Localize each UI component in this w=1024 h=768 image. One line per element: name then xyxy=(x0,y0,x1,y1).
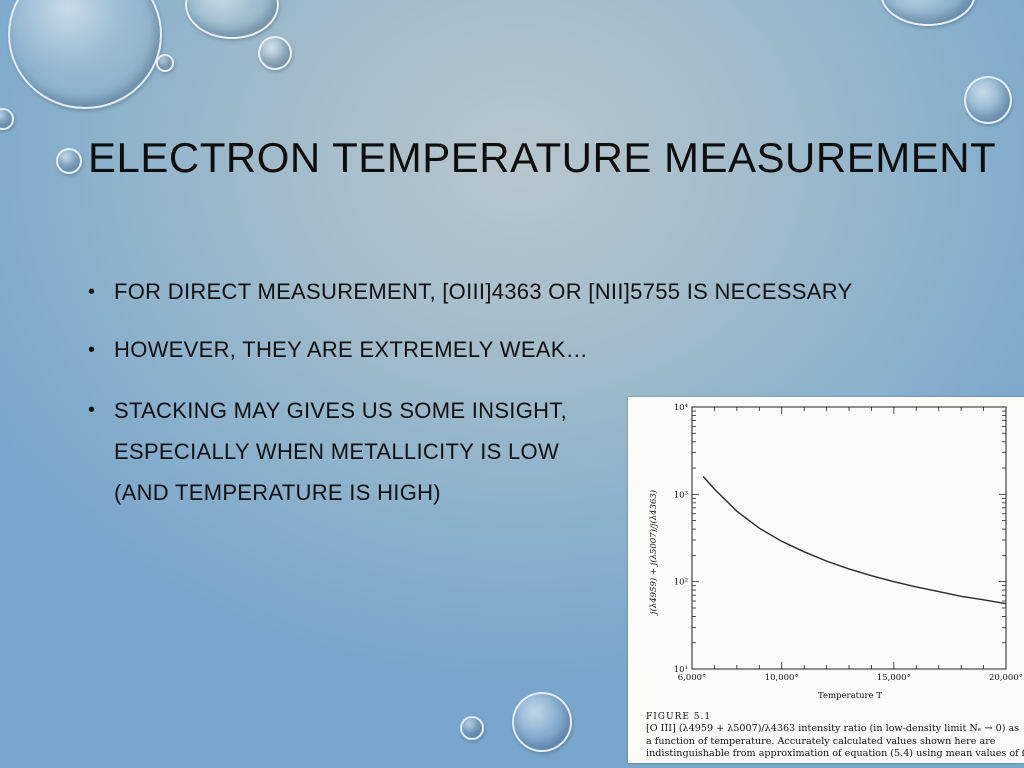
bubble-decoration xyxy=(156,54,174,72)
bullet-item: • FOR DIRECT MEASUREMENT, [OIII]4363 OR … xyxy=(88,274,853,310)
y-axis-label: j(λ4959) + j(λ5007)/j(λ4363) xyxy=(648,490,659,616)
bullet-text-line: (AND TEMPERATURE IS HIGH) xyxy=(114,480,441,505)
bubble-decoration xyxy=(8,0,162,109)
bubble-decoration xyxy=(880,0,976,26)
y-tick-label: 10² xyxy=(674,578,688,588)
y-tick-label: 10¹ xyxy=(674,665,688,675)
bullet-text: FOR DIRECT MEASUREMENT, [OIII]4363 OR [N… xyxy=(114,279,853,304)
bubble-decoration xyxy=(964,76,1012,124)
figure-image: 6,000° 10,000° 15,000° 20,000° 10¹ 10² 10³ 10⁴ … xyxy=(628,397,1024,763)
bubble-decoration xyxy=(185,0,279,39)
bullet-icon: • xyxy=(88,339,96,361)
bubble-decoration xyxy=(512,692,572,752)
caption-line: indistinguishable from approximation of … xyxy=(646,747,1024,759)
figure-label: FIGURE 5.1 xyxy=(646,712,712,722)
bullet-text-line: STACKING MAY GIVES US SOME INSIGHT, xyxy=(114,398,568,423)
bullet-item: • HOWEVER, THEY ARE EXTREMELY WEAK… xyxy=(88,332,853,368)
slide-title: ELECTRON TEMPERATURE MEASUREMENT xyxy=(88,134,997,181)
figure-caption: FIGURE 5.1 [O III] (λ4959 + λ5007)/λ4363… xyxy=(646,711,1024,760)
bullet-icon: • xyxy=(88,281,96,303)
series-line xyxy=(702,476,1007,605)
bubble-decoration xyxy=(258,36,292,70)
bullet-list: • FOR DIRECT MEASUREMENT, [OIII]4363 OR … xyxy=(88,274,853,535)
y-tick-label: 10³ xyxy=(674,490,688,500)
bubble-decoration xyxy=(0,108,14,130)
x-tick-label: 10,000° xyxy=(765,673,799,683)
x-tick-label: 20,000° xyxy=(989,673,1023,683)
y-tick-label: 10⁴ xyxy=(674,403,689,413)
bubble-decoration xyxy=(460,716,484,740)
x-axis-label: Temperature T xyxy=(818,691,882,701)
bullet-icon: • xyxy=(88,399,96,421)
x-tick-label: 6,000° xyxy=(678,673,707,683)
plot-frame xyxy=(691,406,1007,670)
bullet-text: HOWEVER, THEY ARE EXTREMELY WEAK… xyxy=(114,337,589,362)
bullet-text-line: ESPECIALLY WHEN METALLICITY IS LOW xyxy=(114,439,560,464)
bullet-item: • STACKING MAY GIVES US SOME INSIGHT, ES… xyxy=(88,390,853,513)
caption-line: a function of temperature. Accurately ca… xyxy=(646,735,996,747)
temperature-ratio-chart: 6,000° 10,000° 15,000° 20,000°10¹10²10³10⁴ … xyxy=(648,403,1023,701)
title-bubble-icon xyxy=(56,148,82,174)
x-tick-label: 15,000° xyxy=(877,673,911,683)
caption-line: [O III] (λ4959 + λ5007)/λ4363 intensity … xyxy=(646,723,1020,735)
